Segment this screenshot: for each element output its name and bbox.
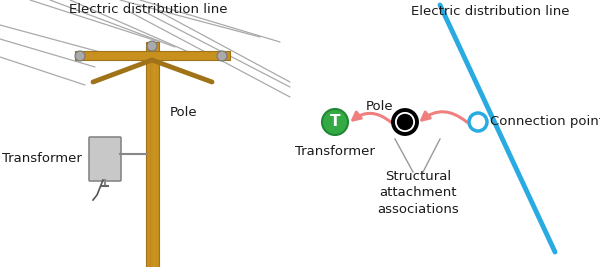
Circle shape xyxy=(147,41,157,51)
Circle shape xyxy=(469,113,487,131)
Text: Structural
attachment
associations: Structural attachment associations xyxy=(377,170,459,216)
Circle shape xyxy=(398,115,413,129)
FancyArrowPatch shape xyxy=(353,112,391,122)
Text: Connection point: Connection point xyxy=(490,116,600,128)
FancyBboxPatch shape xyxy=(89,137,121,181)
Text: Transformer: Transformer xyxy=(2,152,82,166)
FancyArrowPatch shape xyxy=(422,112,467,122)
Bar xyxy=(146,42,159,267)
Text: Pole: Pole xyxy=(170,105,197,119)
Text: Transformer: Transformer xyxy=(295,145,375,158)
Text: T: T xyxy=(330,115,340,129)
Circle shape xyxy=(393,110,417,134)
Bar xyxy=(75,51,230,60)
Text: Pole: Pole xyxy=(365,100,393,113)
Circle shape xyxy=(322,109,348,135)
Circle shape xyxy=(217,51,227,61)
Text: Electric distribution line: Electric distribution line xyxy=(411,5,569,18)
Circle shape xyxy=(75,51,85,61)
Text: Electric distribution line: Electric distribution line xyxy=(69,3,227,16)
